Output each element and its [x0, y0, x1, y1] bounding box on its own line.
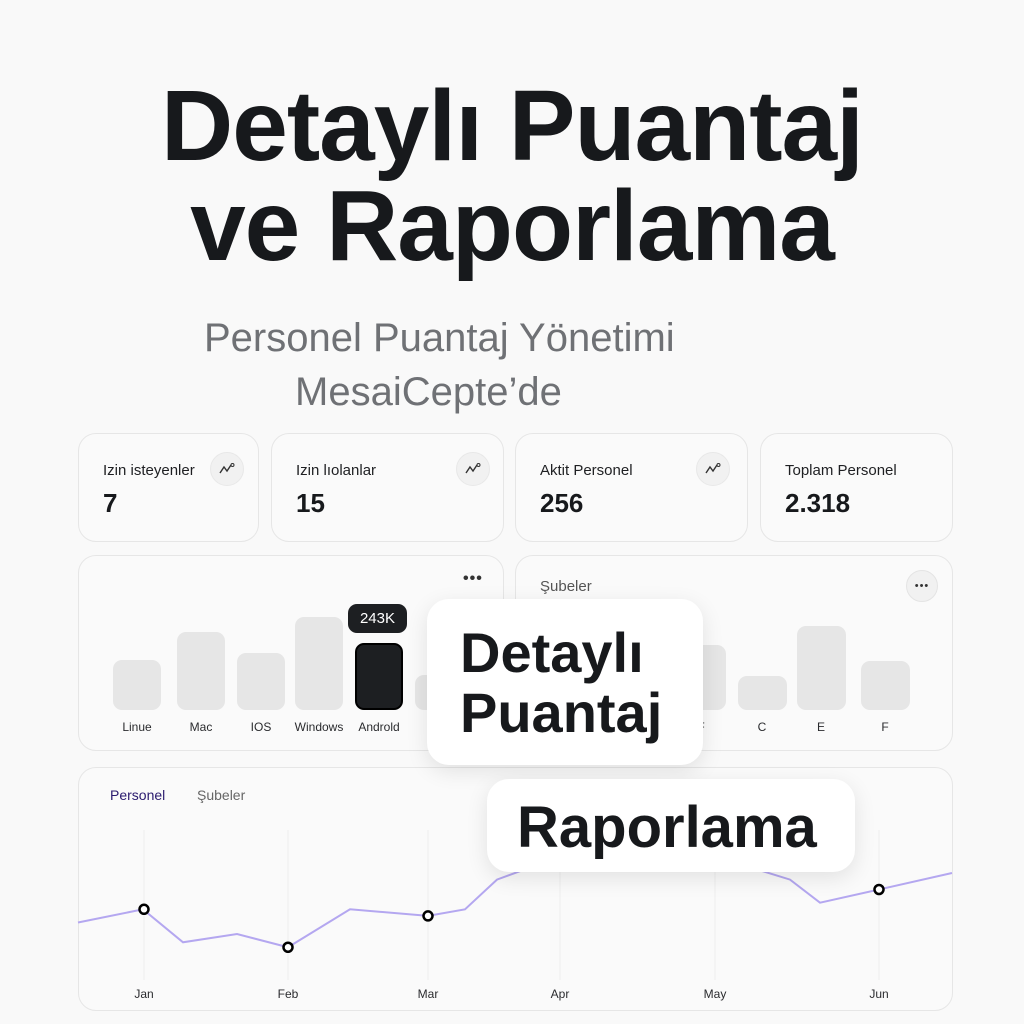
bar-label: Mac [189, 720, 213, 734]
marker-mar[interactable] [422, 910, 434, 922]
bar-label: E [816, 720, 826, 734]
bar-label: IOS [250, 720, 272, 734]
overlay-text-line1: Detaylı [460, 621, 644, 684]
overlay-text-line2: Puantaj [460, 681, 663, 744]
overlay-card-reporting: Raporlama [487, 779, 855, 872]
hero-subtitle-line2: MesaiCepte’de [295, 370, 562, 414]
bar-androld[interactable] [355, 643, 403, 710]
month-label: Jan [134, 987, 154, 1001]
stat-label: Toplam Personel [785, 462, 897, 479]
stat-card-total-staff[interactable]: Toplam Personel 2.318 [760, 433, 953, 542]
overlay-text: Raporlama [517, 795, 817, 860]
bar-f[interactable] [861, 661, 910, 710]
stat-card-active-staff[interactable]: Aktit Personel 256 [515, 433, 748, 542]
branch-chart-title: Şubeler [540, 578, 592, 595]
bar-c[interactable] [738, 676, 787, 710]
stat-value: 15 [296, 488, 325, 518]
trend-icon[interactable] [456, 452, 490, 486]
trend-icon[interactable] [210, 452, 244, 486]
bar-mac[interactable] [177, 632, 225, 710]
stat-label: Aktit Personel [540, 462, 633, 479]
marker-feb[interactable] [282, 941, 294, 953]
month-label: Mar [417, 987, 439, 1001]
month-label: Jun [869, 987, 889, 1001]
trend-icon[interactable] [696, 452, 730, 486]
marker-jun[interactable] [873, 883, 885, 896]
bar-label: Linue [122, 720, 152, 734]
marker-jan[interactable] [138, 903, 150, 916]
stat-label: Izin isteyenler [103, 462, 195, 479]
bar-ios[interactable] [237, 653, 285, 710]
stat-value: 7 [103, 488, 118, 518]
hero-title-line2: ve Raporlama [190, 170, 835, 282]
bar-windows[interactable] [295, 617, 343, 710]
series-line [77, 847, 953, 949]
overlay-card-detailed-timesheet: Detaylı Puantaj [427, 599, 703, 765]
stat-card-leave-requests[interactable]: Izin isteyenler 7 [78, 433, 259, 542]
month-label: May [703, 987, 727, 1001]
more-horizontal-icon[interactable]: ••• [906, 570, 938, 602]
stat-value: 2.318 [785, 488, 851, 518]
bar-label: F [881, 720, 889, 734]
stat-value: 256 [540, 488, 584, 518]
tab-subeler[interactable]: Şubeler [197, 787, 246, 803]
stat-label: Izin lıolanlar [296, 462, 377, 479]
bar-label: Androld [358, 720, 400, 734]
tab-personel[interactable]: Personel [110, 787, 166, 803]
more-horizontal-icon[interactable]: ••• [463, 570, 483, 587]
hero-title-line1: Detaylı Puantaj [161, 70, 864, 182]
month-label: Apr [550, 987, 570, 1001]
bar-linue[interactable] [113, 660, 161, 710]
month-label: Feb [277, 987, 299, 1001]
bar-label: Windows [294, 720, 344, 734]
bar-label: C [757, 720, 767, 734]
bar-e[interactable] [797, 626, 846, 710]
stat-card-on-leave[interactable]: Izin lıolanlar 15 [271, 433, 504, 542]
hero-subtitle-line1: Personel Puantaj Yönetimi [204, 316, 675, 360]
bar-tooltip: 243K [348, 604, 407, 633]
